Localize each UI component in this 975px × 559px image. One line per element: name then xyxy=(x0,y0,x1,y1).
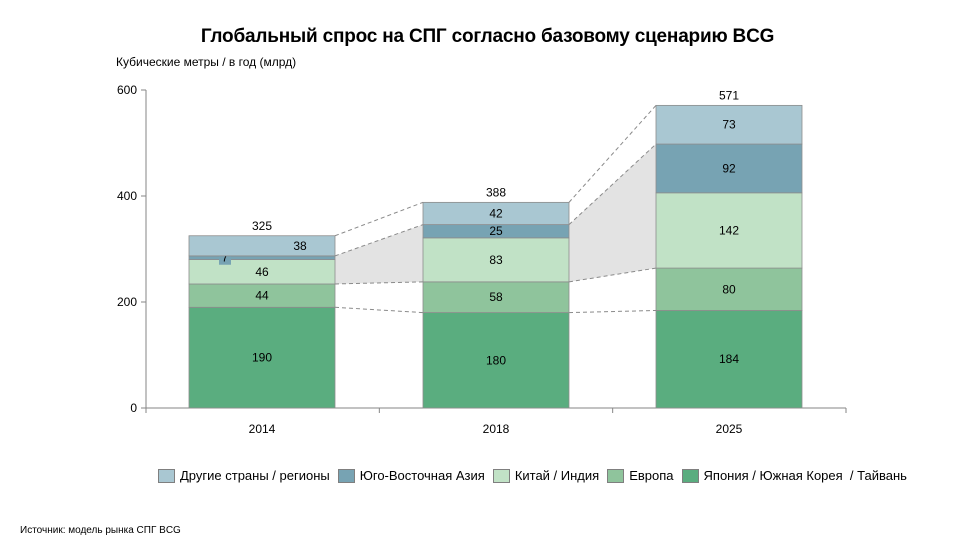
bar-segment xyxy=(422,281,570,313)
x-tick-label: 2014 xyxy=(249,422,276,436)
data-label: 142 xyxy=(719,223,739,237)
connector-shade xyxy=(569,144,656,282)
data-label: 46 xyxy=(255,265,269,279)
y-tick-label: 400 xyxy=(117,189,137,203)
legend-label: Европа xyxy=(629,468,674,483)
y-tick-label: 0 xyxy=(130,401,137,415)
legend-item: Другие страны / регионы xyxy=(158,468,330,483)
connector-line xyxy=(334,224,424,257)
bar-segment xyxy=(655,192,803,269)
bar-segment xyxy=(188,255,336,260)
legend-swatch xyxy=(337,468,355,483)
bar-segment xyxy=(188,235,336,257)
data-label: 180 xyxy=(486,353,506,367)
legend-label: Юго-Восточная Азия xyxy=(359,468,485,483)
y-axis-label: Кубические метры / в год (млрд) xyxy=(116,55,297,69)
data-label: 184 xyxy=(719,352,739,366)
bar-segment xyxy=(422,237,570,283)
data-label: 80 xyxy=(722,282,736,296)
total-label: 388 xyxy=(486,185,506,199)
chart-title: Глобальный спрос на СПГ согласно базовом… xyxy=(200,26,775,47)
total-label: 325 xyxy=(252,219,272,233)
bar-segment xyxy=(655,104,803,145)
data-label: 38 xyxy=(293,239,307,253)
connector-line xyxy=(568,143,657,225)
bar-segment xyxy=(655,267,803,311)
legend-swatch xyxy=(681,468,699,483)
x-tick-label: 2018 xyxy=(483,422,510,436)
bar-segment xyxy=(655,310,803,409)
data-label: 44 xyxy=(255,289,269,303)
legend-label: Китай / Индия xyxy=(514,468,600,483)
legend-swatch xyxy=(158,468,175,483)
source-note: Источник: модель рынка СПГ BCG xyxy=(20,525,181,536)
connector-shade xyxy=(335,224,423,284)
total-label: 571 xyxy=(719,88,739,102)
connector-line xyxy=(568,105,657,203)
bar-segment xyxy=(188,259,336,285)
data-label: 92 xyxy=(722,161,736,175)
data-label: 7 xyxy=(222,251,229,265)
bar-segment xyxy=(422,201,570,226)
connector-line xyxy=(334,281,424,285)
x-tick-label: 2025 xyxy=(716,422,743,436)
bar-segment xyxy=(655,143,803,194)
bar-segment xyxy=(422,312,570,409)
legend-item: Япония / Южная Корея / Тайвань xyxy=(681,468,907,483)
legend: Другие страны / регионы Юго-Восточная Ази… xyxy=(158,468,915,483)
legend-label: Другие страны / регионы xyxy=(180,468,330,483)
legend-item: Европа xyxy=(607,468,674,483)
connector-line xyxy=(568,267,657,283)
legend-item: Юго-Восточная Азия xyxy=(337,468,485,483)
legend-item: Китай / Индия xyxy=(492,468,600,483)
data-label: 58 xyxy=(489,290,503,304)
connector-line xyxy=(568,309,657,314)
legend-label: Япония / Южная Корея / Тайвань xyxy=(703,468,907,483)
data-label: 25 xyxy=(489,224,503,238)
data-label: 83 xyxy=(489,253,503,267)
connector-line xyxy=(334,201,424,237)
y-tick-label: 200 xyxy=(117,295,137,309)
y-tick-label: 600 xyxy=(117,83,137,97)
data-label: 73 xyxy=(722,118,736,132)
data-label: 42 xyxy=(489,206,503,220)
data-label: 190 xyxy=(252,351,272,365)
legend-swatch xyxy=(492,468,510,483)
legend-swatch xyxy=(607,468,625,483)
connector-line xyxy=(334,306,424,314)
